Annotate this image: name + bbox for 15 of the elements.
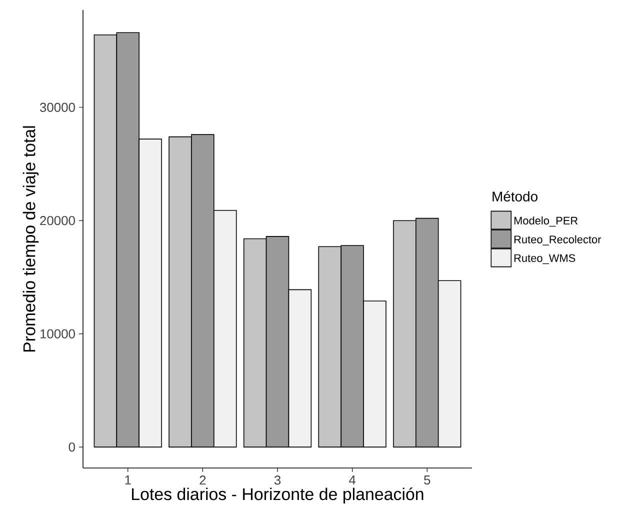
- y-tick-label: 10000: [40, 329, 75, 338]
- x-tick-label: 4: [349, 476, 356, 484]
- x-tick-label: 1: [125, 476, 131, 484]
- x-tick-label: 5: [424, 476, 430, 485]
- legend-label: Modelo_PER: [514, 216, 578, 227]
- legend-title: Método: [492, 191, 538, 202]
- x-tick-label: 3: [274, 476, 281, 485]
- x-axis-title: Lotes diarios - Horizonte de planeación: [132, 488, 424, 504]
- legend-label: Ruteo_WMS: [514, 254, 576, 264]
- y-tick-label: 0: [68, 442, 75, 452]
- legend-label: Ruteo_Recolector: [514, 235, 602, 246]
- y-axis-title: Promedio tiempo de viaje total: [22, 126, 39, 352]
- y-tick-label: 30000: [40, 102, 75, 112]
- y-tick-label: 20000: [40, 216, 75, 226]
- x-tick-label: 2: [200, 476, 206, 485]
